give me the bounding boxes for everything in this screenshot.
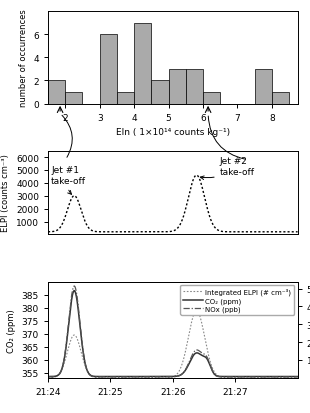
Text: Jet #1
take-off: Jet #1 take-off — [51, 166, 86, 195]
Legend: Integrated ELPI (# cm⁻³), CO₂ (ppm), NOx (ppb): Integrated ELPI (# cm⁻³), CO₂ (ppm), NOx… — [180, 285, 294, 315]
Bar — [65, 93, 82, 104]
Bar — [117, 93, 134, 104]
Bar — [203, 93, 220, 104]
Bar — [255, 70, 272, 104]
Bar — [151, 81, 169, 104]
Bar — [186, 70, 203, 104]
Bar — [272, 93, 289, 104]
Bar — [48, 81, 65, 104]
X-axis label: EIn ( 1×10¹⁴ counts kg⁻¹): EIn ( 1×10¹⁴ counts kg⁻¹) — [116, 128, 230, 137]
Bar — [100, 36, 117, 104]
Y-axis label: number of occurrences: number of occurrences — [19, 9, 28, 107]
Y-axis label: CO₂ (ppm): CO₂ (ppm) — [7, 308, 16, 352]
Text: Jet #2
take-off: Jet #2 take-off — [200, 157, 255, 180]
Y-axis label: ELPI (counts cm⁻³): ELPI (counts cm⁻³) — [2, 154, 11, 232]
Bar — [169, 70, 186, 104]
Bar — [134, 24, 151, 104]
